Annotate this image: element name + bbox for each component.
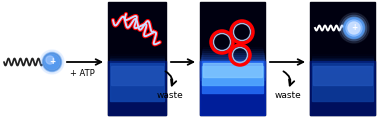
Bar bbox=[200, 61, 265, 80]
Bar bbox=[312, 63, 373, 101]
Bar bbox=[201, 55, 264, 70]
Circle shape bbox=[45, 55, 59, 69]
Bar bbox=[110, 61, 164, 72]
Bar bbox=[313, 66, 372, 85]
Circle shape bbox=[40, 50, 64, 74]
Bar bbox=[310, 2, 375, 115]
Bar bbox=[110, 58, 164, 66]
Bar bbox=[202, 49, 263, 60]
Bar bbox=[202, 66, 263, 85]
Text: waste: waste bbox=[156, 91, 183, 99]
Bar bbox=[110, 56, 164, 63]
Bar bbox=[310, 61, 375, 115]
Bar bbox=[201, 53, 263, 67]
Bar bbox=[312, 61, 373, 72]
Bar bbox=[200, 61, 265, 115]
Circle shape bbox=[43, 53, 61, 71]
Bar bbox=[312, 56, 373, 63]
Circle shape bbox=[344, 18, 364, 38]
Bar bbox=[203, 47, 262, 57]
Bar bbox=[202, 61, 263, 93]
Bar bbox=[200, 2, 265, 115]
Circle shape bbox=[341, 15, 367, 41]
Bar bbox=[110, 59, 164, 69]
Bar bbox=[111, 66, 163, 85]
Circle shape bbox=[346, 20, 362, 36]
Bar bbox=[108, 61, 166, 115]
Bar bbox=[202, 51, 263, 64]
Bar bbox=[201, 57, 264, 73]
Text: +: + bbox=[49, 57, 55, 66]
Circle shape bbox=[46, 56, 54, 64]
Bar bbox=[312, 54, 373, 61]
Circle shape bbox=[42, 52, 62, 72]
Bar bbox=[200, 59, 265, 77]
Circle shape bbox=[348, 22, 360, 34]
Bar bbox=[110, 63, 164, 101]
Circle shape bbox=[343, 17, 365, 39]
Text: + ATP: + ATP bbox=[70, 68, 94, 77]
Bar bbox=[110, 54, 164, 61]
Text: +: + bbox=[351, 24, 357, 33]
Text: waste: waste bbox=[275, 91, 301, 99]
Circle shape bbox=[339, 13, 369, 43]
Bar bbox=[108, 2, 166, 115]
Bar bbox=[312, 58, 373, 66]
Bar bbox=[203, 63, 262, 77]
Bar bbox=[312, 59, 373, 69]
